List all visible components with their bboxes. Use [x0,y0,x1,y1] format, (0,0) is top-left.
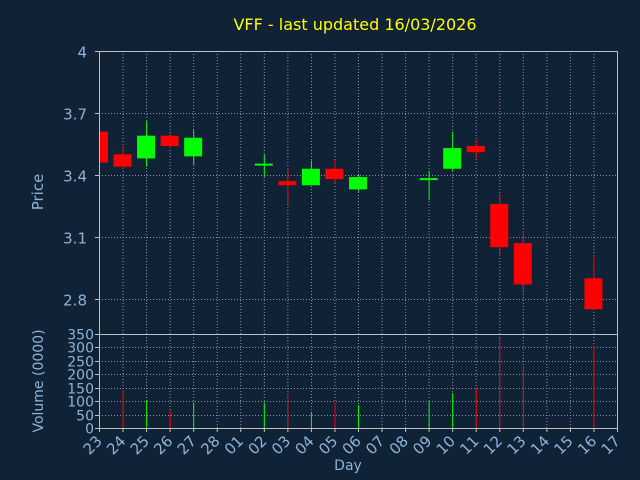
candle-body-06 [349,177,367,190]
volume-tick-label: 300 [67,341,94,357]
candle-body-24 [113,154,132,167]
x-tick-label: 04 [292,432,318,458]
x-tick-label: 05 [315,432,341,458]
x-tick-label: 02 [244,432,270,458]
x-tick-label: 17 [598,432,624,458]
price-axis-label: Price [29,174,47,211]
volume-tick-label: 0 [85,422,94,438]
volume-tick-label: 200 [67,368,94,384]
x-tick-label: 06 [339,432,365,458]
x-axis-label: Day [334,458,362,474]
price-tick-label: 3.1 [63,230,87,248]
price-tick-label: 3.7 [63,106,87,124]
x-tick-label: 28 [197,432,223,458]
volume-tick-label: 150 [67,382,94,398]
x-tick-label: 24 [103,432,129,458]
x-tick-label: 12 [480,432,506,458]
price-tick-label: 2.8 [63,292,87,310]
volume-tick-label: 50 [76,409,94,425]
x-tick-label: 03 [268,432,294,458]
volume-axis-label: Volume (0000) [31,329,47,432]
chart-title: VFF - last updated 16/03/2026 [233,15,476,34]
volume-tick-label: 100 [67,395,94,411]
x-tick-label: 23 [80,432,106,458]
price-tick-label: 4 [77,44,87,62]
x-tick-label: 09 [409,432,435,458]
x-tick-label: 01 [221,432,247,458]
volume-panel-frame [99,334,618,429]
candle-body-11 [466,146,485,153]
volume-tick-label: 250 [67,355,94,371]
volume-bars [122,338,595,428]
candle-body-23 [99,131,108,163]
x-tick-labels: 2324252627280102030405060708091011121314… [80,432,624,458]
candle-body-27 [184,137,203,157]
x-tick-label: 25 [127,432,153,458]
price-tick-label: 3.4 [63,168,87,186]
grid-lines [99,51,618,429]
x-tick-label: 11 [456,432,482,458]
x-tick-label: 26 [150,432,176,458]
volume-tick-label: 350 [67,328,94,344]
candle-body-05 [325,168,344,180]
x-tick-label: 15 [551,432,577,458]
candle-body-25 [137,135,156,159]
candle-body-26 [160,135,179,147]
candles [99,121,603,310]
x-tick-label: 14 [527,432,553,458]
candle-body-04 [301,168,320,186]
candle-body-10 [443,148,462,169]
x-tick-label: 27 [174,432,200,458]
panel-frames [95,51,618,432]
x-tick-label: 07 [362,432,388,458]
x-tick-label: 16 [574,432,600,458]
candle-body-12 [490,203,509,248]
candle-body-16 [584,278,603,310]
candle-body-03 [278,181,297,186]
candle-body-13 [513,243,532,285]
x-tick-label: 13 [503,432,529,458]
x-tick-label: 10 [433,432,459,458]
x-tick-label: 08 [386,432,412,458]
